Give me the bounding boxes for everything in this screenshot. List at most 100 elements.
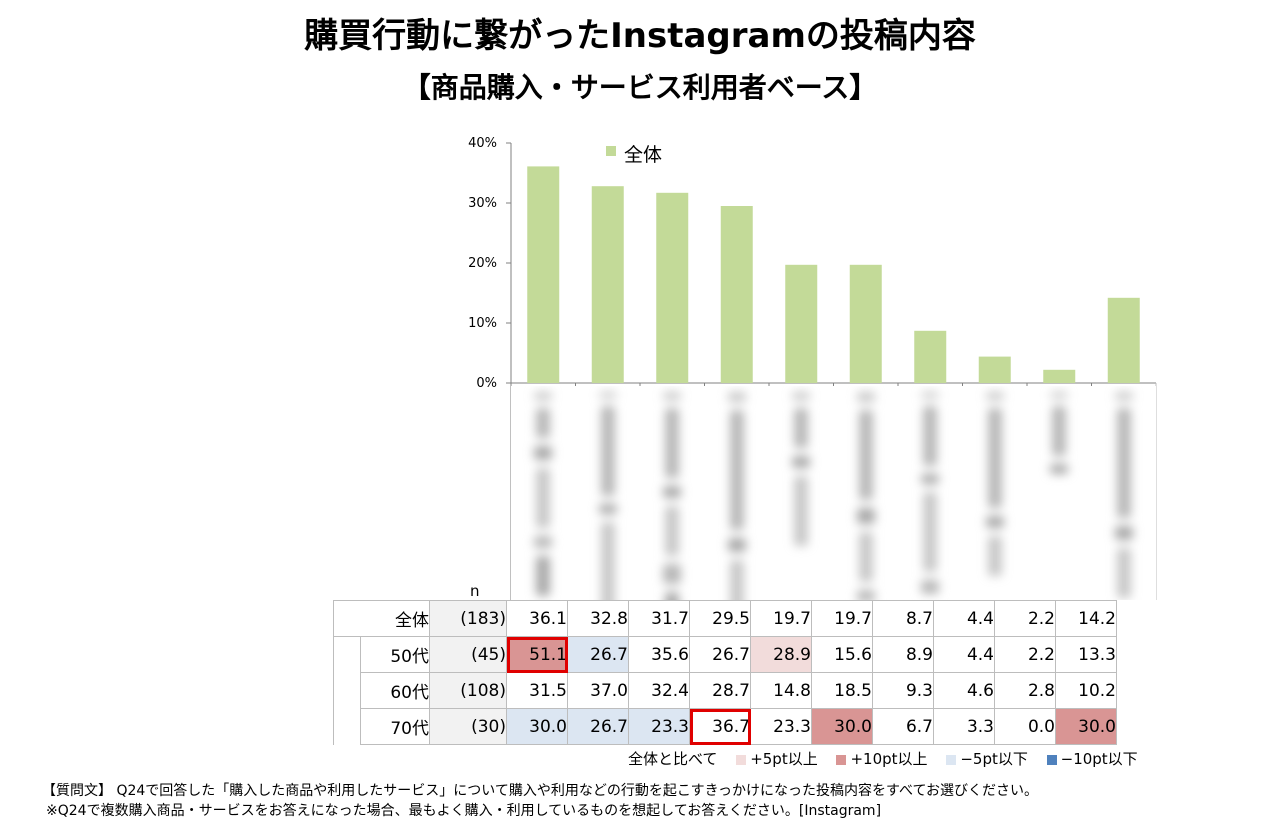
blurred-text-fragment bbox=[987, 536, 1002, 576]
blurred-text-fragment bbox=[598, 504, 617, 514]
legend-label-plus10: +10pt以上 bbox=[850, 750, 928, 768]
value-cell: 9.3 bbox=[872, 672, 934, 709]
value-cell: 30.0 bbox=[811, 708, 873, 745]
value-cell: 4.4 bbox=[933, 636, 995, 673]
blurred-text-fragment bbox=[536, 468, 551, 528]
value-cell: 10.2 bbox=[1055, 672, 1117, 709]
blurred-text-fragment bbox=[1116, 548, 1131, 598]
blurred-text-fragment bbox=[856, 508, 875, 524]
blurred-text-fragment bbox=[1050, 392, 1069, 398]
value-cell: 8.9 bbox=[872, 636, 934, 673]
legend-label-minus10: −10pt以下 bbox=[1060, 750, 1138, 768]
value-cell: 6.7 bbox=[872, 708, 934, 745]
value-cell: 30.0 bbox=[506, 708, 568, 745]
n-header: n bbox=[470, 582, 480, 600]
blurred-label-column bbox=[790, 392, 812, 592]
blurred-text-fragment bbox=[921, 474, 940, 484]
value-cell: 29.5 bbox=[689, 600, 751, 637]
question-note: 【質問文】 Q24で回答した「購入した商品や利用したサービス」について購入や利用… bbox=[42, 783, 1039, 799]
blurred-text-fragment bbox=[665, 506, 680, 556]
value-cell: 0.0 bbox=[994, 708, 1056, 745]
value-cell: 30.0 bbox=[1055, 708, 1117, 745]
blurred-text-fragment bbox=[663, 392, 682, 400]
blurred-label-column bbox=[919, 392, 941, 594]
value-cell: 2.2 bbox=[994, 600, 1056, 637]
blurred-text-fragment bbox=[858, 532, 873, 582]
legend-label-plus5: +5pt以上 bbox=[750, 750, 818, 768]
row-indent bbox=[333, 708, 361, 745]
value-cell: 36.7 bbox=[689, 708, 751, 745]
value-cell: 2.2 bbox=[994, 636, 1056, 673]
blurred-text-fragment bbox=[987, 408, 1002, 508]
row-label: 50代 bbox=[360, 636, 430, 673]
table-row: 全体 (183) 36.1 32.8 31.7 29.5 19.7 19.7 8.7 4.4 2.2… bbox=[333, 600, 1117, 637]
table-row: 70代 (30) 30.0 26.7 23.3 36.7 23.3 30.0 6.7 3.3 0.0… bbox=[333, 708, 1117, 745]
blurred-text-fragment bbox=[665, 408, 680, 478]
blurred-text-fragment bbox=[600, 406, 615, 496]
blurred-text-fragment bbox=[985, 516, 1004, 528]
chart-subtitle: 【商品購入・サービス利用者ベース】 bbox=[402, 71, 878, 104]
y-tick-label: 0% bbox=[476, 376, 497, 391]
sample-size-cell: (108) bbox=[429, 672, 507, 709]
row-label: 60代 bbox=[360, 672, 430, 709]
value-cell: 19.7 bbox=[750, 600, 812, 637]
blurred-text-fragment bbox=[727, 392, 746, 402]
value-cell: 32.8 bbox=[567, 600, 629, 637]
value-cell: 19.7 bbox=[811, 600, 873, 637]
sample-size-cell: (45) bbox=[429, 636, 507, 673]
bar bbox=[1107, 297, 1140, 383]
data-table: 全体 (183) 36.1 32.8 31.7 29.5 19.7 19.7 8.7 4.4 2.2… bbox=[333, 600, 1117, 745]
value-cell: 3.3 bbox=[933, 708, 995, 745]
blurred-text-fragment bbox=[663, 564, 682, 584]
blurred-text-fragment bbox=[794, 408, 809, 448]
blurred-text-fragment bbox=[858, 410, 873, 500]
blurred-label-column bbox=[661, 392, 683, 600]
legend-swatch-plus10 bbox=[836, 754, 847, 765]
blurred-label-column bbox=[532, 392, 554, 596]
blurred-text-fragment bbox=[985, 392, 1004, 400]
y-tick-label: 40% bbox=[468, 136, 497, 151]
sample-size-cell: (30) bbox=[429, 708, 507, 745]
blurred-text-fragment bbox=[663, 486, 682, 498]
blurred-text-fragment bbox=[665, 592, 680, 600]
blurred-text-fragment bbox=[1114, 526, 1133, 540]
blurred-text-fragment bbox=[1116, 408, 1131, 518]
bar bbox=[720, 206, 753, 383]
row-label: 全体 bbox=[333, 600, 430, 637]
legend-intro: 全体と比べて bbox=[628, 750, 718, 768]
blurred-text-fragment bbox=[534, 392, 553, 400]
value-cell: 26.7 bbox=[689, 636, 751, 673]
color-legend: 全体と比べて +5pt以上 +10pt以上 −5pt以下 −10pt以下 bbox=[628, 748, 1138, 769]
blurred-label-column bbox=[726, 392, 748, 600]
legend-label-minus5: −5pt以下 bbox=[960, 750, 1028, 768]
value-cell: 14.8 bbox=[750, 672, 812, 709]
value-cell: 28.9 bbox=[750, 636, 812, 673]
blurred-text-fragment bbox=[727, 538, 746, 552]
table-row: 60代 (108) 31.5 37.0 32.4 28.7 14.8 18.5 9.3 4.6 2.… bbox=[333, 672, 1117, 709]
value-cell: 4.4 bbox=[933, 600, 995, 637]
legend-swatch-minus5 bbox=[946, 754, 957, 765]
blurred-label-column bbox=[1113, 392, 1135, 598]
blurred-text-fragment bbox=[1050, 464, 1069, 474]
value-cell: 14.2 bbox=[1055, 600, 1117, 637]
blurred-text-fragment bbox=[534, 446, 553, 460]
bar bbox=[785, 264, 818, 383]
blurred-label-column bbox=[855, 392, 877, 600]
value-cell: 51.1 bbox=[506, 636, 568, 673]
row-indent bbox=[333, 672, 361, 709]
blurred-label-column bbox=[597, 392, 619, 600]
blurred-text-fragment bbox=[534, 536, 553, 548]
value-cell: 18.5 bbox=[811, 672, 873, 709]
value-cell: 28.7 bbox=[689, 672, 751, 709]
value-cell: 26.7 bbox=[567, 708, 629, 745]
value-cell: 31.5 bbox=[506, 672, 568, 709]
blurred-text-fragment bbox=[598, 392, 617, 398]
blurred-label-column bbox=[984, 392, 1006, 592]
blurred-text-fragment bbox=[1052, 406, 1067, 456]
blurred-category-labels bbox=[511, 386, 1156, 600]
value-cell: 35.6 bbox=[628, 636, 690, 673]
value-cell: 13.3 bbox=[1055, 636, 1117, 673]
value-cell: 2.8 bbox=[994, 672, 1056, 709]
bar bbox=[849, 264, 882, 383]
